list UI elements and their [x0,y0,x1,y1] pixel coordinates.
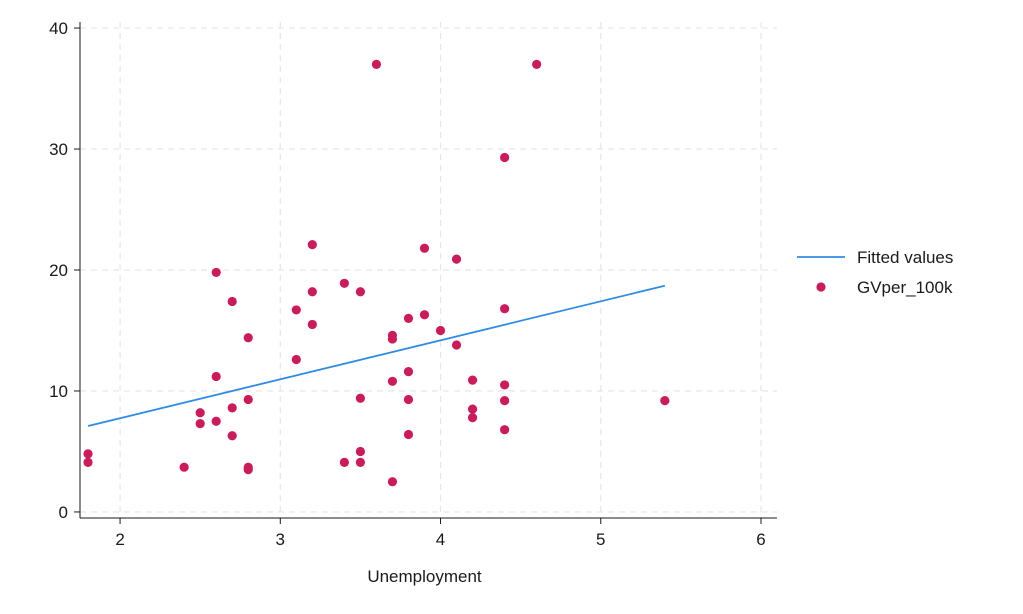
y-tick-label: 20 [49,261,68,280]
data-point [227,403,237,413]
data-point [467,404,478,414]
data-point [339,278,349,288]
x-axis-title: Unemployment [367,567,482,586]
data-point [243,465,253,475]
data-point [419,243,430,253]
data-point [307,239,317,250]
data-point [403,367,414,377]
plot-area [83,59,670,487]
data-point [403,394,414,405]
data-point [371,59,382,69]
data-point [339,457,349,467]
data-point [307,287,317,297]
data-point [387,334,398,344]
data-point [403,429,414,440]
data-point [355,446,366,457]
data-point [83,449,93,459]
y-tick-label: 10 [49,382,68,401]
data-point [500,304,510,314]
legend-label-gvper-100k: GVper_100k [857,278,953,297]
data-point [387,477,398,487]
data-point [500,425,510,435]
data-point [307,319,317,330]
data-point [451,254,462,264]
x-tick-label: 5 [596,530,605,549]
data-point [211,267,221,278]
legend-label-fitted-values: Fitted values [857,248,953,267]
data-point [243,394,253,405]
data-point [291,305,301,315]
data-point [227,431,237,441]
data-point [355,287,366,297]
data-point [467,375,478,385]
y-tick-label: 30 [49,140,68,159]
data-point [419,310,430,320]
data-point [500,380,510,390]
data-point [83,457,93,467]
legend: Fitted values GVper_100k [797,248,953,297]
data-point [451,340,462,350]
data-point [500,396,510,406]
data-point [355,393,366,403]
fitted-values-line [87,284,666,427]
y-tick-label: 40 [49,19,68,38]
data-point [467,412,478,423]
data-point [532,59,542,69]
x-tick-label: 2 [115,530,124,549]
data-point [179,462,189,472]
data-point [243,333,253,343]
y-tick-label: 0 [59,503,68,522]
data-point [227,296,237,307]
data-point [195,419,205,429]
data-point [211,371,221,382]
x-tick-label: 6 [756,530,765,549]
data-point [355,457,366,467]
data-point [195,408,205,418]
data-point [500,152,510,163]
data-point [660,396,670,406]
x-tick-label: 4 [436,530,445,549]
legend-point-swatch [816,282,826,292]
axes: 0 10 20 30 40 2 3 4 5 6 [49,19,777,549]
data-point [403,313,414,323]
data-point [387,376,398,386]
x-tick-label: 3 [276,530,285,549]
data-point [211,416,221,426]
grid [80,22,777,518]
data-point [435,325,446,336]
data-point [291,354,301,365]
